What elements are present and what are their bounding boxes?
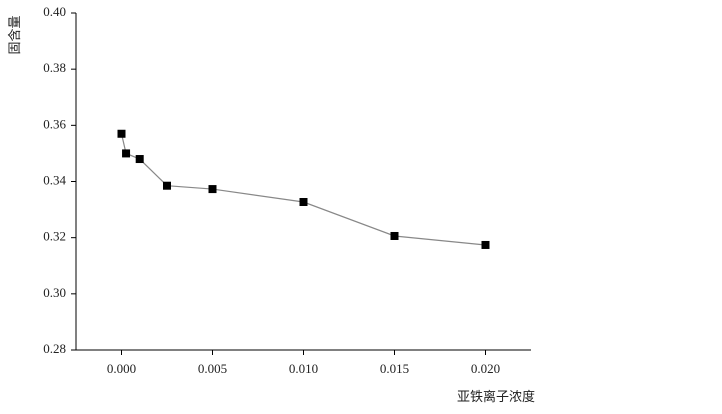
data-point — [117, 129, 126, 138]
y-tick-label: 0.38 — [43, 60, 66, 75]
y-axis-label: 固含量 — [7, 15, 22, 54]
y-tick-label: 0.40 — [43, 4, 66, 19]
x-tick-label: 0.000 — [107, 361, 136, 376]
data-point — [390, 231, 399, 240]
data-point — [163, 181, 171, 190]
y-tick-label: 0.34 — [43, 172, 66, 187]
y-tick-label: 0.32 — [43, 229, 66, 244]
data-line — [120, 133, 486, 246]
x-axis-label: 亚铁离子浓度 — [457, 389, 535, 404]
y-tick-label: 0.30 — [43, 285, 66, 300]
data-point — [208, 185, 217, 194]
data-point — [122, 149, 131, 158]
data-point — [135, 155, 144, 164]
y-tick-label: 0.28 — [43, 341, 66, 356]
data-point — [299, 198, 308, 207]
x-tick-label: 0.015 — [380, 361, 409, 376]
y-tick-label: 0.36 — [43, 116, 66, 131]
x-tick-label: 0.010 — [289, 361, 318, 376]
x-tick-label: 0.020 — [471, 361, 500, 376]
x-tick-label: 0.005 — [198, 361, 227, 376]
data-point — [481, 240, 490, 249]
